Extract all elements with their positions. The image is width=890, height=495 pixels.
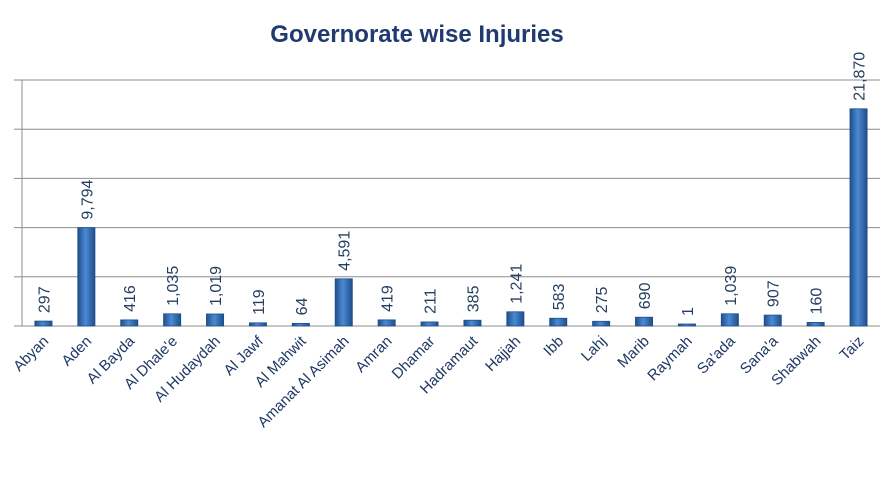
bar: [377, 319, 396, 327]
bar: [163, 313, 182, 327]
value-label: 211: [423, 288, 440, 314]
x-tick-label: Ibb: [540, 333, 567, 360]
value-label: 690: [637, 282, 654, 309]
bar: [206, 313, 225, 327]
value-label: 583: [551, 283, 568, 310]
value-label: 275: [594, 286, 611, 313]
value-label: 4,591: [337, 231, 354, 271]
bar: [77, 227, 96, 327]
x-tick-label: Hajjah: [482, 333, 524, 375]
value-label: 907: [766, 280, 783, 307]
value-label: 1,035: [165, 266, 182, 306]
x-tick-label: Lahj: [578, 333, 610, 365]
value-label: 9,794: [79, 179, 96, 219]
bar: [720, 313, 739, 327]
bar: [806, 322, 825, 327]
value-label: 160: [809, 288, 826, 315]
bar: [291, 322, 310, 327]
value-label: 1,241: [508, 264, 525, 304]
bar: [763, 314, 782, 327]
bar: [635, 316, 654, 327]
value-label: 1: [680, 307, 697, 316]
value-label: 385: [465, 285, 482, 312]
value-label: 419: [380, 285, 397, 312]
chart-title: Governorate wise Injuries: [270, 21, 563, 48]
bar: [506, 311, 525, 327]
x-tick-label: Raymah: [644, 333, 696, 385]
bar: [677, 323, 696, 327]
value-label: 1,019: [208, 266, 225, 306]
bar: [592, 320, 611, 327]
bar: [34, 320, 53, 327]
x-tick-label: Aden: [58, 333, 95, 370]
bar: [334, 278, 353, 327]
value-label: 64: [294, 297, 311, 315]
value-label: 21,870: [852, 52, 869, 101]
bar: [463, 319, 482, 327]
value-label: 1,039: [723, 266, 740, 306]
value-label: 119: [251, 289, 268, 315]
value-label: 297: [36, 286, 53, 313]
x-tick-label: Marib: [614, 333, 653, 372]
bar: [120, 319, 139, 327]
bar: [849, 108, 868, 327]
x-tick-label: Taiz: [836, 333, 867, 364]
bar: [248, 322, 267, 327]
value-label: 416: [122, 285, 139, 312]
x-tick-label: Sa'ada: [694, 332, 739, 377]
bar: [420, 321, 439, 327]
bar: [549, 317, 568, 327]
x-tick-label: Abyan: [10, 333, 52, 375]
